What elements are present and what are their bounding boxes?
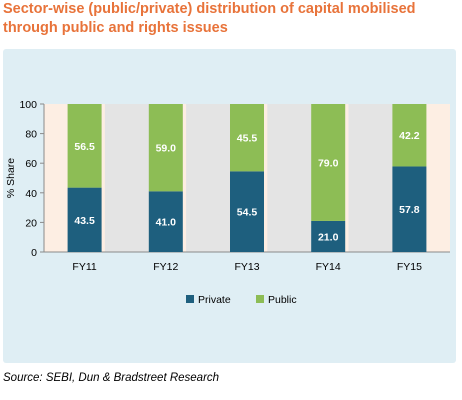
data-label-private: 43.5 (74, 215, 95, 227)
bar-private (311, 220, 346, 252)
x-tick-label: FY14 (316, 261, 341, 273)
bar-private (148, 191, 183, 252)
x-tick-label: FY15 (397, 261, 422, 273)
chart-title: Sector-wise (public/private) distributio… (3, 1, 416, 36)
data-label-public: 59.0 (156, 143, 177, 155)
legend-swatch-private (186, 295, 194, 303)
plot-band-divider (348, 104, 390, 252)
y-tick-label: 80 (25, 129, 37, 141)
data-label-private: 41.0 (156, 217, 177, 229)
y-axis-title: % Share (5, 158, 17, 198)
bar-private (392, 166, 427, 252)
plot-band-divider (267, 104, 308, 252)
y-tick-label: 60 (25, 158, 37, 170)
x-tick-label: FY12 (153, 261, 178, 273)
plot-band-divider (186, 104, 227, 252)
data-label-private: 54.5 (237, 207, 258, 219)
data-label-public: 56.5 (74, 141, 95, 153)
y-tick-label: 40 (25, 188, 37, 200)
y-tick-label: 20 (25, 217, 37, 229)
source-note: Source: SEBI, Dun & Bradstreet Research (3, 372, 220, 384)
data-label-public: 42.2 (399, 130, 420, 142)
bar-public (230, 104, 264, 172)
y-tick-label: 100 (19, 99, 37, 111)
legend-label-public: Public (268, 294, 297, 306)
y-tick-label: 0 (31, 247, 37, 259)
bar-public (311, 104, 346, 221)
bar-private (67, 187, 102, 252)
data-label-private: 57.8 (399, 204, 420, 216)
data-label-public: 79.0 (318, 157, 339, 169)
data-label-private: 21.0 (318, 231, 339, 243)
bar-public (392, 104, 427, 167)
bar-private (230, 171, 264, 252)
bar-public (67, 104, 102, 188)
x-tick-label: FY13 (234, 261, 259, 273)
bar-public (148, 104, 183, 192)
legend-label-private: Private (198, 294, 231, 306)
legend-swatch-public (256, 295, 264, 303)
x-tick-label: FY11 (72, 261, 96, 273)
data-label-public: 45.5 (237, 133, 258, 145)
plot-band-divider (104, 104, 146, 252)
